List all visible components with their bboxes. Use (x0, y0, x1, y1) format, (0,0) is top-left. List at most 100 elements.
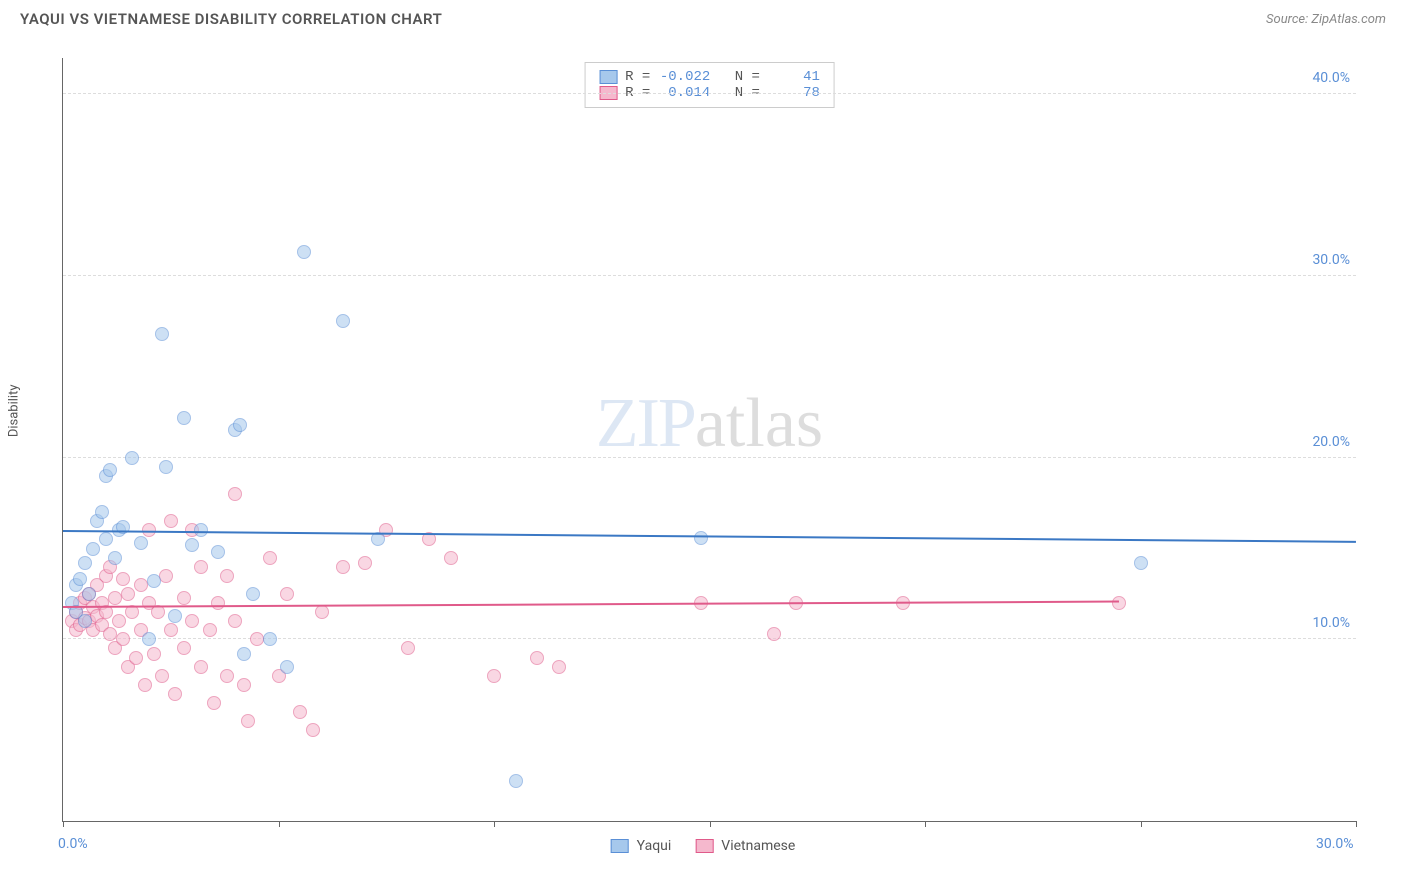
data-point (147, 574, 161, 588)
swatch-yaqui (599, 70, 617, 84)
data-point (134, 536, 148, 550)
data-point (78, 556, 92, 570)
data-point (177, 591, 191, 605)
data-point (263, 632, 277, 646)
data-point (297, 245, 311, 259)
y-tick-label: 40.0% (1312, 70, 1350, 86)
y-tick-label: 30.0% (1312, 252, 1350, 268)
data-point (185, 538, 199, 552)
data-point (164, 623, 178, 637)
data-point (237, 647, 251, 661)
data-point (487, 669, 501, 683)
data-point (280, 587, 294, 601)
data-point (241, 714, 255, 728)
watermark-atlas: atlas (695, 385, 823, 462)
data-point (121, 587, 135, 601)
data-point (246, 587, 260, 601)
legend-row-yaqui: R = -0.022 N = 41 (599, 69, 820, 85)
data-point (358, 556, 372, 570)
watermark: ZIPatlas (596, 384, 823, 464)
data-point (108, 551, 122, 565)
swatch-bottom-yaqui (611, 839, 629, 853)
chart-header: YAQUI VS VIETNAMESE DISABILITY CORRELATI… (0, 0, 1406, 34)
data-point (138, 678, 152, 692)
data-point (155, 327, 169, 341)
data-point (99, 532, 113, 546)
data-point (95, 505, 109, 519)
data-point (116, 572, 130, 586)
x-tick (925, 821, 926, 827)
x-axis-min-label: 0.0% (58, 836, 88, 852)
data-point (168, 609, 182, 623)
data-point (82, 587, 96, 601)
data-point (142, 632, 156, 646)
data-point (125, 451, 139, 465)
data-point (237, 678, 251, 692)
data-point (280, 660, 294, 674)
data-point (1112, 596, 1126, 610)
legend-label-yaqui: Yaqui (637, 838, 672, 854)
y-axis-label: Disability (7, 384, 22, 437)
data-point (78, 614, 92, 628)
y-tick-label: 10.0% (1312, 615, 1350, 631)
x-tick (63, 821, 64, 827)
swatch-bottom-vietnamese (695, 839, 713, 853)
data-point (530, 651, 544, 665)
data-point (767, 627, 781, 641)
data-point (73, 572, 87, 586)
data-point (509, 774, 523, 788)
data-point (134, 578, 148, 592)
plot-area: ZIPatlas R = -0.022 N = 41 R = 0.014 N =… (62, 58, 1356, 822)
data-point (112, 614, 126, 628)
x-tick (494, 821, 495, 827)
x-axis-max-label: 30.0% (1316, 836, 1354, 852)
data-point (168, 687, 182, 701)
chart-source: Source: ZipAtlas.com (1266, 12, 1386, 27)
data-point (220, 569, 234, 583)
correlation-legend: R = -0.022 N = 41 R = 0.014 N = 78 (584, 62, 835, 108)
data-point (1134, 556, 1148, 570)
data-point (116, 632, 130, 646)
data-point (263, 551, 277, 565)
data-point (228, 614, 242, 628)
data-point (185, 614, 199, 628)
data-point (211, 596, 225, 610)
n-value-0: 41 (768, 69, 820, 85)
data-point (194, 560, 208, 574)
data-point (86, 542, 100, 556)
data-point (336, 314, 350, 328)
data-point (228, 487, 242, 501)
data-point (211, 545, 225, 559)
data-point (177, 641, 191, 655)
data-point (220, 669, 234, 683)
data-point (552, 660, 566, 674)
data-point (103, 627, 117, 641)
data-point (155, 669, 169, 683)
data-point (306, 723, 320, 737)
legend-label-vietnamese: Vietnamese (721, 838, 795, 854)
legend-item-yaqui: Yaqui (611, 838, 672, 854)
data-point (444, 551, 458, 565)
data-point (194, 660, 208, 674)
n-label-0: N = (735, 69, 760, 85)
chart-title: YAQUI VS VIETNAMESE DISABILITY CORRELATI… (20, 10, 442, 28)
data-point (293, 705, 307, 719)
data-point (159, 460, 173, 474)
watermark-zip: ZIP (596, 385, 695, 462)
data-point (401, 641, 415, 655)
data-point (207, 696, 221, 710)
data-point (315, 605, 329, 619)
data-point (250, 632, 264, 646)
data-point (336, 560, 350, 574)
data-point (177, 411, 191, 425)
r-value-0: -0.022 (658, 69, 710, 85)
chart-container: Disability ZIPatlas R = -0.022 N = 41 R … (20, 40, 1386, 872)
y-tick-label: 20.0% (1312, 434, 1350, 450)
data-point (147, 647, 161, 661)
trend-line (63, 530, 1356, 543)
data-point (233, 418, 247, 432)
x-tick (1356, 821, 1357, 827)
gridline (63, 275, 1356, 276)
gridline (63, 93, 1356, 94)
x-tick (1141, 821, 1142, 827)
